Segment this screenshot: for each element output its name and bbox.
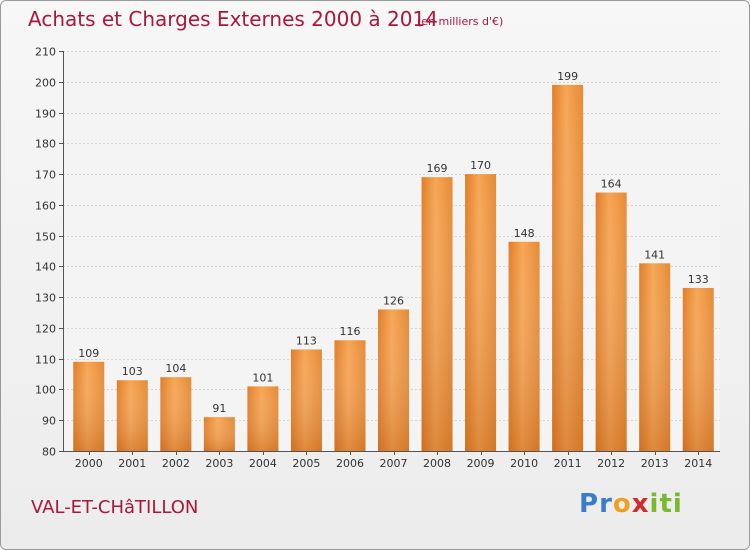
- y-tick-label: 110: [35, 354, 56, 367]
- y-tick-label: 100: [35, 384, 56, 397]
- logo-letter: o: [612, 489, 632, 519]
- bars: [73, 84, 714, 452]
- x-tick-label: 2000: [75, 457, 103, 470]
- y-tick-label: 190: [35, 108, 56, 121]
- chart-subtitle: (en milliers d'€): [417, 15, 504, 28]
- data-label: 104: [165, 362, 186, 375]
- x-tick-label: 2014: [684, 457, 712, 470]
- y-tick-label: 90: [42, 415, 56, 428]
- y-tick-label: 210: [35, 46, 56, 59]
- bar-shade: [421, 177, 453, 451]
- bar-shade: [247, 386, 279, 451]
- logo-letter: x: [631, 489, 650, 519]
- data-label: 170: [470, 159, 491, 172]
- y-tick-label: 160: [35, 200, 56, 213]
- bar-shade: [639, 263, 671, 451]
- x-tick-label: 2006: [336, 457, 364, 470]
- logo-letter: i: [649, 489, 660, 519]
- data-label: 126: [383, 294, 404, 307]
- bar-shade: [290, 349, 322, 451]
- y-tick-label: 150: [35, 231, 56, 244]
- x-tick-label: 2004: [249, 457, 277, 470]
- x-tick-label: 2008: [423, 457, 451, 470]
- labels: 109 103 104 91 101 113 116 126 169 170 148 199 164 14…: [78, 70, 708, 415]
- bar-shade: [552, 84, 584, 451]
- y-tick-label: 120: [35, 323, 56, 336]
- y-tick-label: 130: [35, 292, 56, 305]
- y-tick-label: 140: [35, 261, 56, 274]
- bar-shade: [116, 380, 148, 451]
- x-tick-label: 2007: [380, 457, 408, 470]
- logo-letter: i: [672, 489, 683, 519]
- y-tick-label: 180: [35, 138, 56, 151]
- data-label: 103: [122, 365, 143, 378]
- chart-title: Achats et Charges Externes 2000 à 2014: [28, 7, 438, 31]
- x-tick-label: 2001: [118, 457, 146, 470]
- bar-shade: [378, 309, 409, 451]
- bar-shade: [508, 241, 540, 451]
- data-label: 113: [296, 334, 317, 347]
- data-label: 164: [601, 178, 622, 191]
- logo-letter: r: [599, 489, 613, 519]
- data-label: 199: [557, 70, 578, 83]
- y-tick-label: 80: [42, 446, 56, 459]
- proxiti-logo: Proxiti: [579, 489, 683, 519]
- x-tick-label: 2003: [205, 457, 233, 470]
- bar-shade: [73, 361, 105, 451]
- bar-shade: [160, 377, 192, 451]
- y-tick-label: 170: [35, 169, 56, 182]
- data-label: 109: [78, 347, 99, 360]
- data-label: 148: [514, 227, 535, 240]
- x-tick-label: 2012: [597, 457, 625, 470]
- bar-shade: [203, 417, 235, 451]
- data-label: 133: [688, 273, 709, 286]
- x-tick-label: 2011: [554, 457, 582, 470]
- data-label: 91: [212, 402, 226, 415]
- data-label: 101: [252, 371, 273, 384]
- x-tick-label: 2010: [510, 457, 538, 470]
- data-label: 169: [427, 162, 448, 175]
- town-name: VAL-ET-CHâTILLON: [31, 497, 199, 518]
- bar-shade: [465, 174, 497, 452]
- logo-letter: t: [659, 489, 673, 519]
- x-tick-label: 2009: [467, 457, 495, 470]
- data-label: 141: [644, 248, 665, 261]
- bar-shade: [682, 287, 714, 451]
- data-label: 116: [339, 325, 360, 338]
- bar-shade: [334, 340, 366, 451]
- x-tick-label: 2005: [292, 457, 320, 470]
- bar-shade: [595, 192, 627, 452]
- axes: 8090100110120130140150160170180190200210…: [35, 46, 720, 470]
- y-tick-label: 200: [35, 77, 56, 90]
- x-tick-label: 2002: [162, 457, 190, 470]
- logo-letter: P: [579, 489, 600, 519]
- x-tick-label: 2013: [641, 457, 669, 470]
